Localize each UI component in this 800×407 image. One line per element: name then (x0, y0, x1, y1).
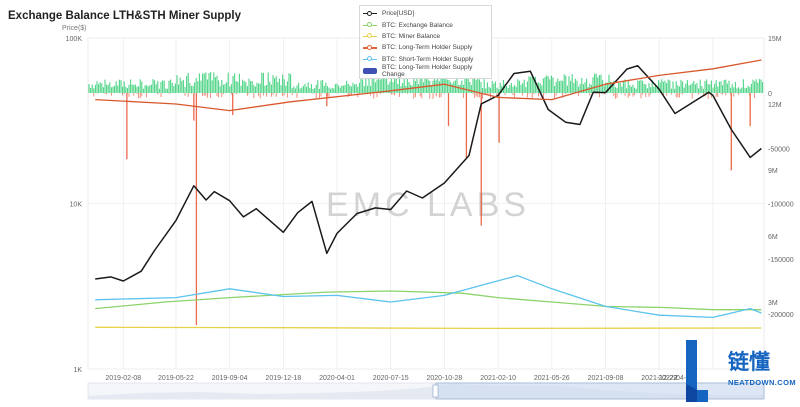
y-right-balance-tick-label: 0 (768, 91, 772, 98)
x-tick-label: 2021-02-10 (480, 375, 516, 382)
x-tick-label: 2021-05-26 (534, 375, 570, 382)
legend-item[interactable]: BTC: Exchange Balance (363, 19, 488, 30)
legend-swatch (363, 56, 377, 62)
y-left-tick-label: 1K (73, 367, 82, 374)
legend-swatch (363, 33, 377, 39)
x-tick-label: 2 (674, 375, 678, 382)
legend-label: BTC: Long-Term Holder Supply (382, 44, 473, 52)
series-line (95, 274, 762, 319)
range-slider[interactable] (87, 382, 765, 400)
x-tick-label: 2020-10-28 (427, 375, 463, 382)
y-right-supply-tick-label: 3M (768, 300, 778, 307)
series-line (95, 64, 762, 282)
legend-swatch (363, 44, 377, 51)
legend-item[interactable]: BTC: Long-Term Holder Supply Change (363, 63, 488, 78)
x-tick-label: 2019-02-08 (105, 375, 141, 382)
y-right-balance-tick-label: -100000 (768, 202, 794, 209)
y-left-tick-label: 100K (66, 36, 83, 43)
x-tick-label: 2021-12-22 (641, 375, 677, 382)
logo-text: 链懂 (728, 351, 770, 374)
logo-url: NEATDOWN.COM (728, 378, 796, 387)
y-right-balance-tick-label: -150000 (768, 257, 794, 264)
legend: Price[USD] BTC: Exchange Balance BTC: Mine… (359, 5, 492, 80)
chart-title: Exchange Balance LTH&STH Miner Supply (8, 10, 242, 22)
x-tick-label: 2020-04-01 (319, 375, 355, 382)
legend-item[interactable]: BTC: Miner Balance (363, 31, 488, 42)
x-tick-label: 2021-09-08 (588, 375, 624, 382)
x-tick-label: 2019-05-22 (158, 375, 194, 382)
legend-item[interactable]: Price[USD] (363, 8, 488, 19)
y-right-supply-tick-label: 9M (768, 168, 778, 175)
legend-item[interactable]: BTC: Long-Term Holder Supply (363, 42, 488, 53)
y-right-balance-tick-label: -50000 (768, 146, 790, 153)
legend-label: BTC: Exchange Balance (382, 21, 453, 29)
y-left-tick-label: 10K (70, 202, 83, 209)
brand-logo: 链懂 NEATDOWN.COM (676, 336, 800, 407)
legend-label: BTC: Long-Term Holder Supply Change (382, 63, 473, 78)
legend-item[interactable]: BTC: Short-Term Holder Supply (363, 54, 488, 65)
x-tick-label: 2019-12-18 (265, 375, 301, 382)
axis-labels: 2019-02-08 2019-05-22 2019-09-04 2019-12-18… (66, 36, 794, 382)
legend-label: BTC: Miner Balance (382, 32, 441, 40)
y-right-supply-tick-label: 15M (768, 36, 782, 43)
series-line (95, 59, 762, 112)
series-lines (95, 59, 762, 330)
legend-label: BTC: Short-Term Holder Supply (382, 55, 474, 63)
range-slider-left-handle[interactable] (432, 384, 439, 398)
y-right-balance-tick-label: -200000 (768, 312, 794, 319)
series-line (95, 326, 762, 330)
legend-swatch (363, 10, 377, 17)
legend-label: Price[USD] (382, 10, 415, 18)
legend-swatch (363, 67, 377, 74)
y-right-supply-tick-label: 6M (768, 234, 778, 241)
left-axis-title: Price($) (62, 25, 87, 32)
x-tick-label: 2019-09-04 (212, 375, 248, 382)
legend-swatch (363, 22, 377, 28)
x-tick-label: 2022-04-06 (658, 375, 694, 382)
logo-l-mark (686, 340, 708, 402)
series-line (95, 290, 762, 311)
lth-change-bars (88, 69, 764, 326)
y-right-supply-tick-label: 12M (768, 102, 782, 109)
watermark: EMC LABS (326, 186, 530, 224)
x-tick-label: 2020-07-15 (373, 375, 409, 382)
